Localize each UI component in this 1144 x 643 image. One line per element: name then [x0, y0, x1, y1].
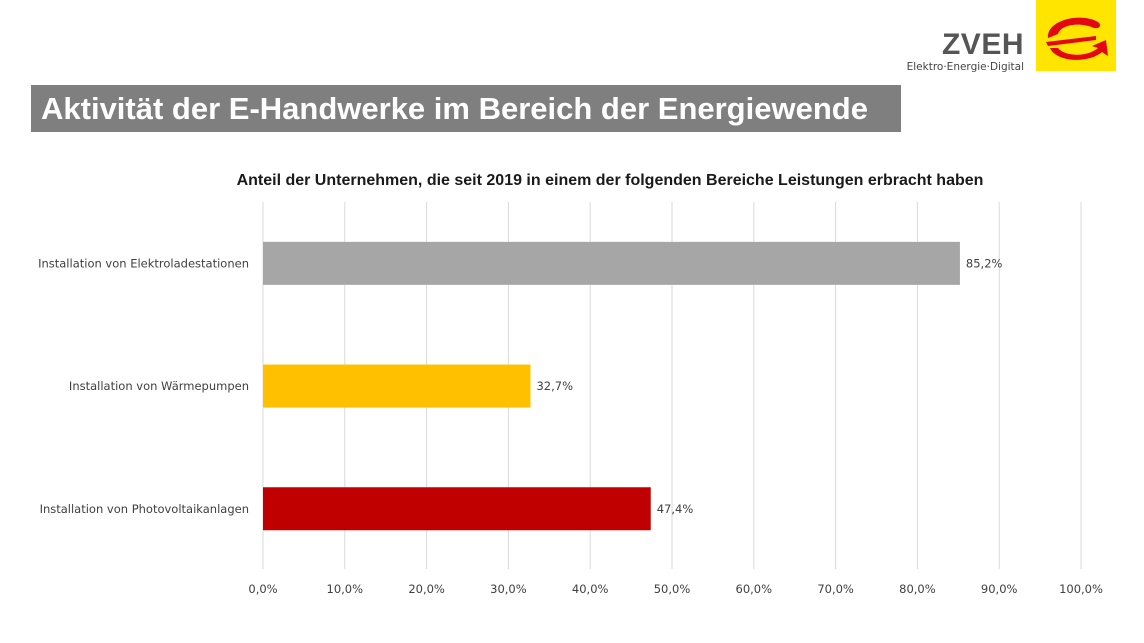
data-label: 47,4% [657, 502, 694, 516]
slide-title: Aktivität der E-Handwerke im Bereich der… [31, 85, 901, 132]
e-mark-graphic [1046, 17, 1108, 60]
bar [263, 364, 531, 408]
x-tick-label: 60,0% [736, 582, 773, 596]
logo-tagline: Elektro·Energie·Digital [906, 61, 1024, 73]
x-tick-label: 20,0% [408, 582, 445, 596]
chart-bars [263, 241, 960, 531]
category-label: Installation von Elektroladestationen [38, 256, 249, 270]
logo-name: ZVEH [941, 28, 1024, 61]
bar [263, 241, 960, 285]
e-mark-upper-swoosh [1047, 17, 1101, 38]
data-label: 32,7% [536, 379, 573, 393]
x-tick-label: 90,0% [981, 582, 1018, 596]
category-label: Installation von Photovoltaikanlagen [40, 502, 249, 516]
x-tick-label: 80,0% [899, 582, 936, 596]
category-label: Installation von Wärmepumpen [69, 379, 249, 393]
x-tick-label: 100,0% [1059, 582, 1103, 596]
zveh-logo: ZVEH Elektro·Energie·Digital [906, 28, 1024, 74]
e-mark-logo-icon [1036, 0, 1116, 71]
chart-labels: 0,0% 10,0% 20,0% 30,0% 40,0% 50,0% 60,0% 70,0% 8… [38, 256, 1103, 596]
x-tick-label: 40,0% [572, 582, 609, 596]
x-tick-label: 70,0% [817, 582, 854, 596]
e-mark-middle-bar [1046, 36, 1096, 46]
e-mark-lower-arrow [1050, 40, 1108, 60]
x-tick-label: 30,0% [490, 582, 527, 596]
bar [263, 487, 651, 531]
data-label: 85,2% [966, 256, 1003, 270]
x-tick-label: 10,0% [327, 582, 364, 596]
chart-title: Anteil der Unternehmen, die seit 2019 in… [237, 172, 984, 189]
x-tick-label: 0,0% [248, 582, 277, 596]
x-tick-label: 50,0% [654, 582, 691, 596]
